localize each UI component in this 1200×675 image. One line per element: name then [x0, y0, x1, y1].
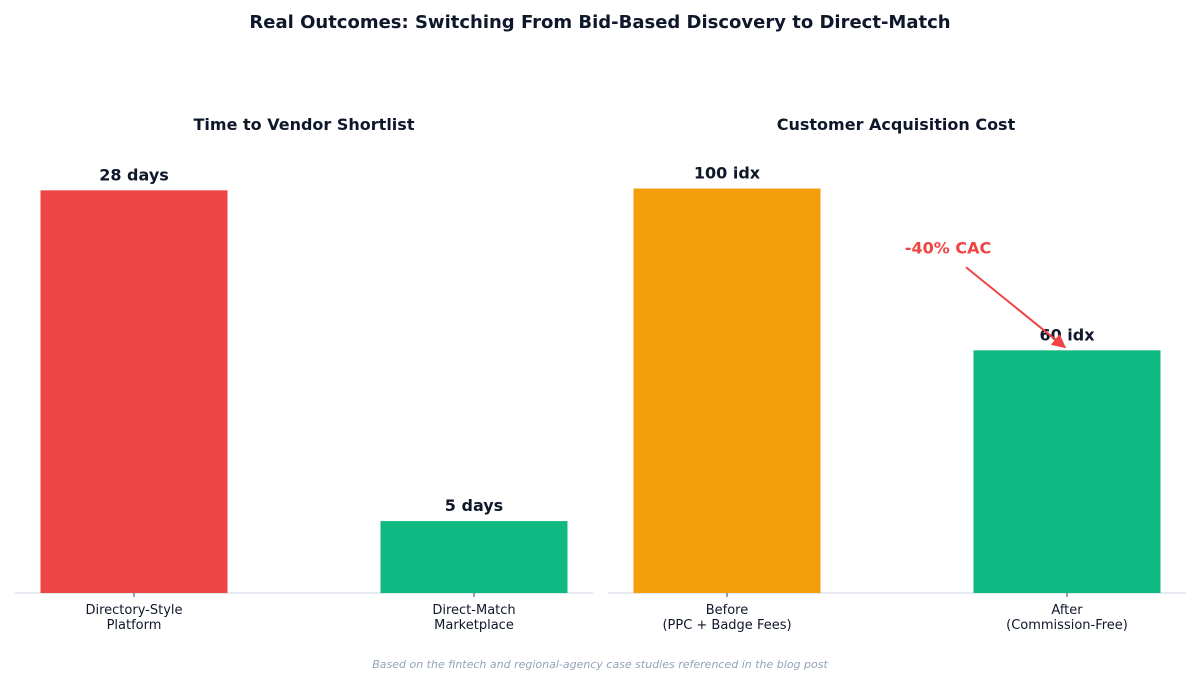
bar — [633, 188, 821, 594]
bar — [973, 350, 1161, 593]
bar-value-label: 5 days — [445, 496, 503, 515]
panel-time-to-shortlist: Time to Vendor Shortlist 28 days Director… — [15, 115, 593, 633]
x-tick-label: Direct-Match Marketplace — [432, 603, 515, 633]
bar — [380, 521, 568, 593]
panel-customer-acquisition-cost: Customer Acquisition Cost 100 idx Before(… — [608, 115, 1186, 633]
bar-value-label: 100 idx — [694, 164, 761, 183]
bar-value-label: 28 days — [99, 165, 169, 184]
annotation-label: -40% CAC — [905, 238, 991, 257]
x-tick-label: Before (PPC + Badge Fees) — [662, 603, 791, 633]
panel-title: Time to Vendor Shortlist — [194, 115, 415, 134]
footnote: Based on the fintech and regional-agency… — [372, 658, 828, 671]
chart-suptitle: Real Outcomes: Switching From Bid-Based … — [249, 12, 950, 33]
bar-value-label: 60 idx — [1039, 325, 1095, 344]
x-tick-label: After (Commission-Free) — [1006, 603, 1128, 633]
annotation-arrow — [965, 266, 1067, 349]
x-tick-label: Directory-Style Platform — [85, 603, 182, 633]
panel-title: Customer Acquisition Cost — [777, 115, 1016, 134]
bar — [40, 190, 228, 594]
